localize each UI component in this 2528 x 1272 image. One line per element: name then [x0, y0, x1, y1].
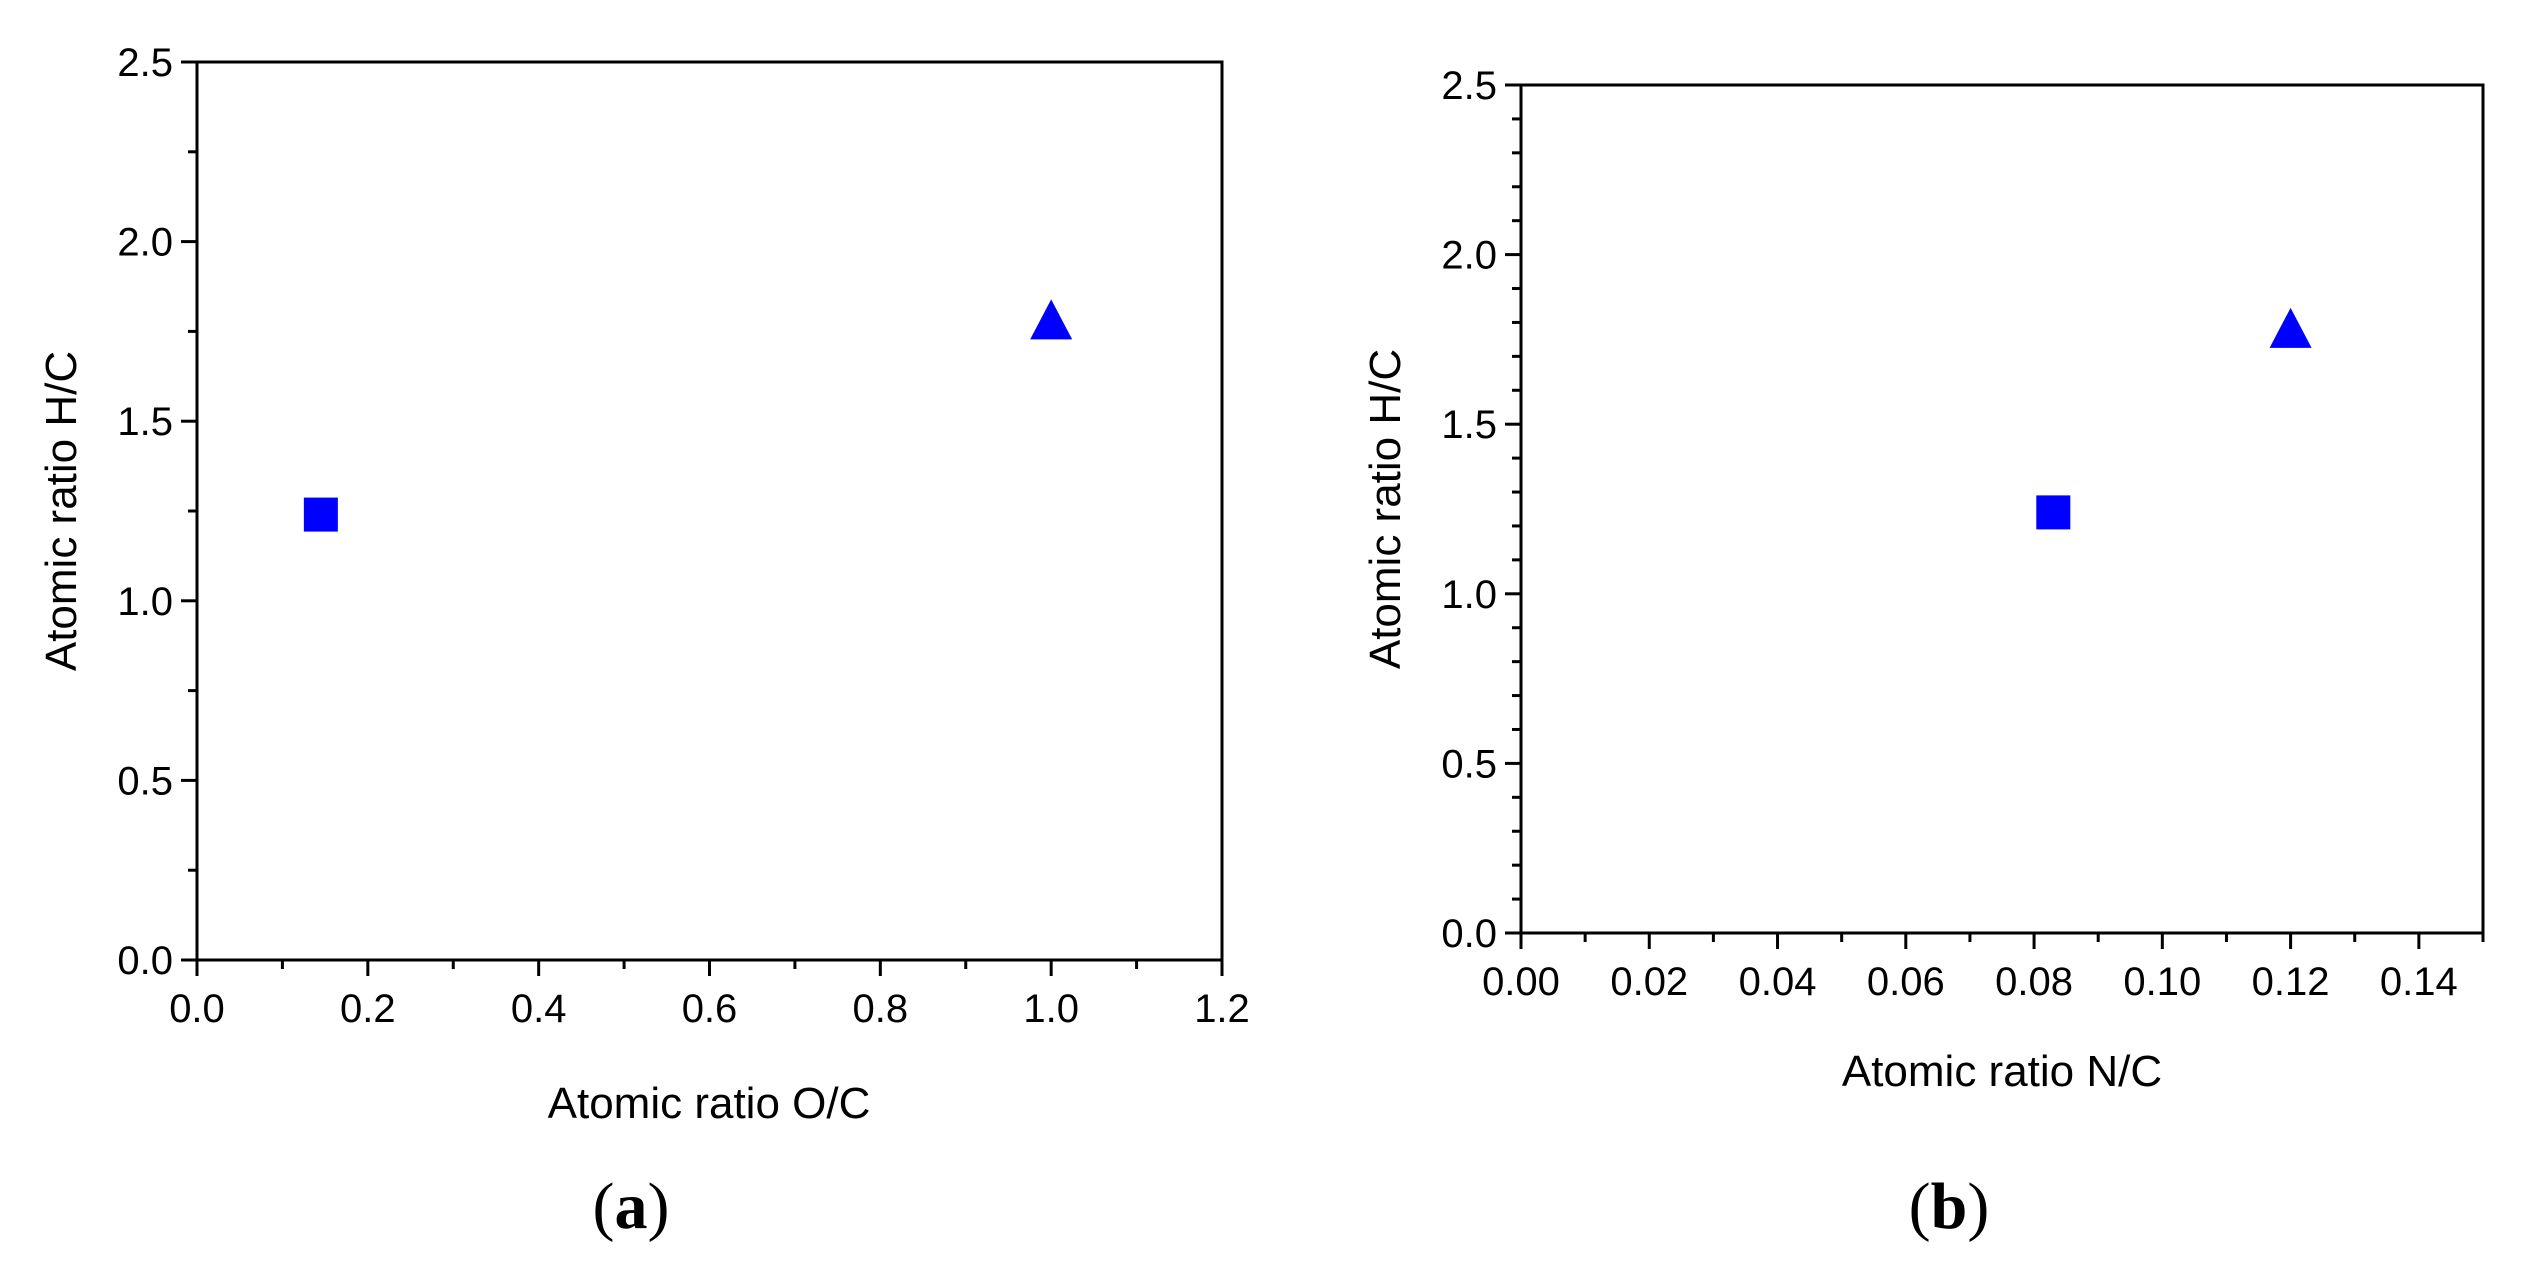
- panel-b-y-tick-label: 2.5: [1441, 64, 1497, 108]
- panel-b-y-tick-label: 0.0: [1441, 912, 1497, 956]
- panel-b-x-tick-label: 0.00: [1482, 960, 1560, 1004]
- panel-b-point-triangle: [2269, 307, 2312, 348]
- panel-a-x-axis-label: Atomic ratio O/C: [548, 1079, 871, 1128]
- panel-a-x-tick-label: 0.8: [853, 987, 909, 1031]
- panel-a-y-tick-label: 0.5: [117, 759, 173, 803]
- panel-b-point-square: [2036, 495, 2071, 530]
- panel-a-x-tick-label: 0.2: [340, 987, 396, 1031]
- panel-b-y-tick-label: 1.0: [1441, 573, 1497, 617]
- panel-a-ticks: [181, 60, 1224, 976]
- panel-a-y-tick-label: 2.0: [117, 221, 173, 265]
- panel-b-points: [2036, 307, 2312, 530]
- panel-b-x-tick-label: 0.06: [1867, 960, 1945, 1004]
- panel-b-caption-letter: b: [1931, 1170, 1968, 1243]
- panel-b-x-tick-label: 0.08: [1995, 960, 2073, 1004]
- panel-a-x-tick-label: 1.0: [1023, 987, 1079, 1031]
- panel-b-y-axis-label: Atomic ratio H/C: [1361, 349, 1410, 669]
- panel-a-points: [303, 299, 1073, 532]
- panel-b-chart: 0.00 0.02 0.04 0.06 0.08 0.10 0.12 0.14 0.0 0.5 1.…: [1361, 64, 2485, 1243]
- panel-a-y-tick-label: 1.5: [117, 400, 173, 444]
- panel-b-x-tick-label: 0.10: [2123, 960, 2201, 1004]
- panel-a-x-tick-label: 0.4: [511, 987, 567, 1031]
- panel-a-x-tick-label: 0.6: [682, 987, 738, 1031]
- panel-a-plot-frame: [195, 60, 1224, 962]
- panel-b-y-tick-label: 1.5: [1441, 403, 1497, 447]
- panel-b-caption: (b): [1909, 1170, 1990, 1243]
- panel-a-x-tick-label: 0.0: [169, 987, 225, 1031]
- panel-b-x-tick-label: 0.12: [2252, 960, 2330, 1004]
- panel-a-y-tick-label: 2.5: [117, 41, 173, 85]
- panel-b-ticks: [1505, 83, 2485, 949]
- panel-a-caption-letter: a: [615, 1170, 648, 1243]
- panel-a-y-tick-label: 1.0: [117, 580, 173, 624]
- panel-b-tick-labels: 0.00 0.02 0.04 0.06 0.08 0.10 0.12 0.14 0.0 0.5 1.…: [1441, 64, 2457, 1004]
- panel-a-caption: (a): [593, 1170, 670, 1243]
- panel-a-point-square: [303, 497, 338, 532]
- panel-b-y-tick-label: 2.0: [1441, 234, 1497, 278]
- panel-a-y-axis-label: Atomic ratio H/C: [37, 351, 86, 671]
- panel-b-x-tick-label: 0.04: [1739, 960, 1817, 1004]
- panel-a-point-triangle: [1030, 299, 1073, 340]
- panel-a-x-tick-label: 1.2: [1194, 987, 1250, 1031]
- panel-a-y-tick-label: 0.0: [117, 939, 173, 983]
- panel-b-x-tick-label: 0.14: [2380, 960, 2458, 1004]
- panel-b-x-axis-label: Atomic ratio N/C: [1842, 1047, 2162, 1096]
- panel-b-plot-frame: [1519, 83, 2485, 935]
- panel-b-x-tick-label: 0.02: [1610, 960, 1688, 1004]
- panel-b-y-tick-label: 0.5: [1441, 742, 1497, 786]
- panel-a-tick-labels: 0.0 0.2 0.4 0.6 0.8 1.0 1.2 0.0 0.5 1.0 1.5 2.0 2.5: [117, 41, 1249, 1031]
- panel-a-chart: 0.0 0.2 0.4 0.6 0.8 1.0 1.20.00.51.01.52.02.5 …: [37, 41, 1250, 1243]
